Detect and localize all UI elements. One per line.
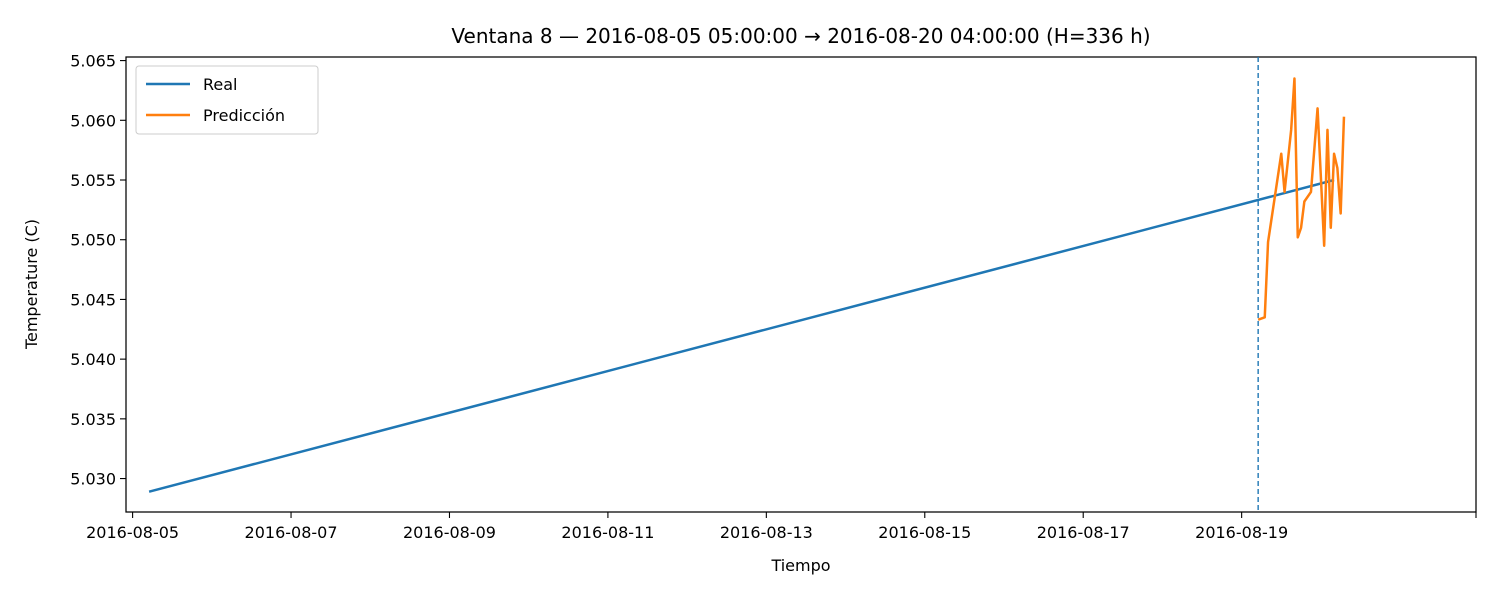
x-tick-label: 2016-08-07 (245, 523, 338, 542)
legend-label-real: Real (203, 75, 238, 94)
x-tick-label: 2016-08-15 (878, 523, 971, 542)
y-tick-label: 5.050 (70, 231, 116, 250)
y-axis: 5.030 5.035 5.040 5.045 5.050 5.055 5.060 5.065 (70, 52, 126, 489)
y-tick-label: 5.055 (70, 171, 116, 190)
y-tick-label: 5.060 (70, 111, 116, 130)
x-tick-label: 2016-08-09 (403, 523, 496, 542)
y-tick-label: 5.040 (70, 350, 116, 369)
y-tick-label: 5.030 (70, 470, 116, 489)
legend-label-prediccion: Predicción (203, 106, 285, 125)
plot-area (125, 56, 1477, 513)
x-tick-label: 2016-08-13 (720, 523, 813, 542)
x-axis-label: Tiempo (770, 556, 830, 575)
plot-frame (125, 56, 1477, 513)
y-tick-label: 5.045 (70, 290, 116, 309)
x-tick-label: 2016-08-11 (561, 523, 654, 542)
y-axis-label: Temperature (C) (22, 219, 41, 350)
series-layer (148, 57, 1346, 512)
chart-title: Ventana 8 — 2016-08-05 05:00:00 → 2016-0… (451, 24, 1150, 48)
series-line-real (148, 178, 1335, 493)
legend: Real Predicción (135, 65, 319, 135)
y-tick-label: 5.035 (70, 410, 116, 429)
x-tick-label: 2016-08-05 (86, 523, 179, 542)
series-line-prediccion (1257, 77, 1346, 321)
x-axis: 2016-08-05 2016-08-07 2016-08-09 2016-08-11… (86, 512, 1477, 542)
x-tick-label: 2016-08-19 (1195, 523, 1288, 542)
x-tick-label: 2016-08-17 (1037, 523, 1130, 542)
y-tick-label: 5.065 (70, 52, 116, 71)
